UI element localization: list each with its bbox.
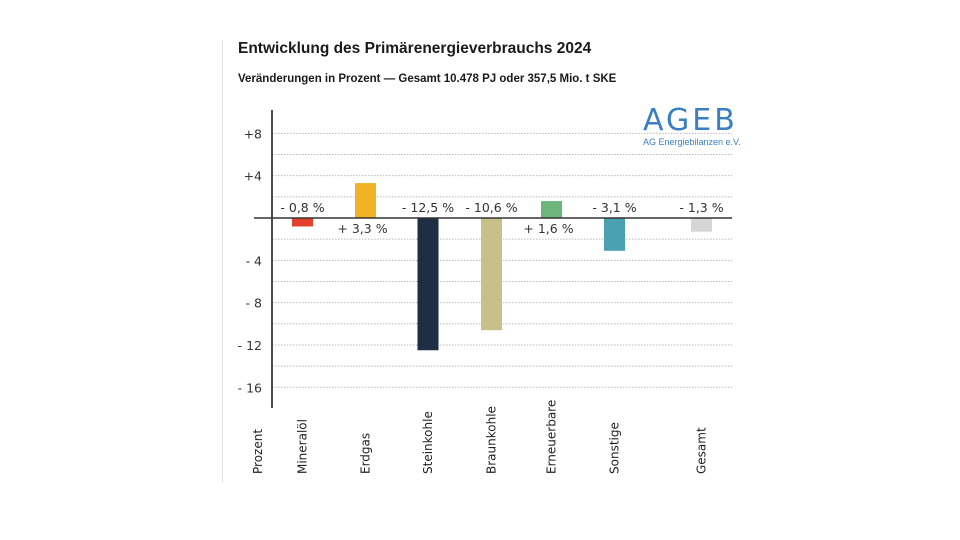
y-axis-label: Prozent (251, 429, 265, 474)
y-tick-label: - 4 (246, 253, 262, 268)
category-label: Erneuerbare (545, 400, 559, 474)
bars (292, 183, 712, 351)
category-label: Sonstige (608, 422, 622, 474)
category-label: Erdgas (359, 433, 373, 474)
chart-title: Entwicklung des Primärenergieverbrauchs … (238, 40, 592, 57)
category-labels: Mineralöl Erdgas Steinkohle Braunkohle Erneu… (251, 400, 709, 474)
bar-steinkohle (417, 218, 439, 351)
bar-braunkohle (481, 218, 502, 331)
y-tick-label: +4 (244, 169, 262, 184)
logo-subtitle: AG Energiebilanzen e.V. (643, 137, 741, 147)
y-tick-labels: +8 +4 - 4 - 8 - 12 - 16 (238, 126, 262, 395)
bar-gesamt (691, 218, 712, 232)
value-label: - 0,8 % (280, 200, 324, 215)
category-label: Steinkohle (421, 411, 435, 474)
bar-erdgas (355, 183, 376, 218)
axes (254, 110, 732, 408)
chart-subtitle: Veränderungen in Prozent — Gesamt 10.478… (238, 73, 617, 85)
category-label: Mineralöl (296, 419, 310, 474)
category-label: Gesamt (695, 427, 709, 474)
left-divider (222, 40, 223, 483)
value-label: - 1,3 % (679, 200, 723, 215)
bar-sonstige (604, 218, 625, 251)
value-label: - 3,1 % (592, 200, 636, 215)
value-label: + 3,3 % (337, 221, 387, 236)
bar-mineralöl (292, 218, 313, 227)
y-tick-label: - 8 (246, 296, 262, 311)
value-labels: - 0,8 % + 3,3 % - 12,5 % - 10,6 % + 1,6 % - 3… (280, 200, 723, 236)
value-label: + 1,6 % (523, 221, 573, 236)
y-tick-label: - 16 (238, 380, 262, 395)
y-tick-label: - 12 (238, 338, 262, 353)
y-tick-label: +8 (244, 126, 262, 141)
category-label: Braunkohle (485, 406, 499, 474)
value-label: - 10,6 % (465, 200, 517, 215)
logo-wordmark: AGEB (643, 103, 738, 138)
ageb-logo: AGEB AG Energiebilanzen e.V. (643, 103, 741, 148)
bar-erneuerbare (541, 201, 562, 218)
value-label: - 12,5 % (402, 200, 454, 215)
